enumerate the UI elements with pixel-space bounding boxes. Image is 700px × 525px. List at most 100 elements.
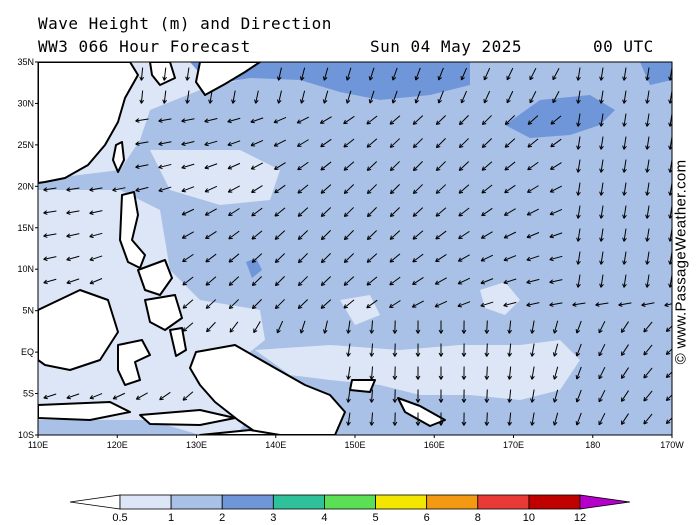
wave-arrow <box>274 276 285 287</box>
wave-arrow <box>576 228 581 242</box>
wave-arrow <box>572 302 586 307</box>
wave-arrow <box>530 412 535 426</box>
wave-arrow <box>227 117 241 124</box>
wave-arrow <box>368 90 375 104</box>
wave-arrow <box>66 210 80 215</box>
wave-arrow <box>435 161 446 172</box>
wave-arrow <box>595 302 609 307</box>
wave-arrow <box>527 138 539 148</box>
wave-arrow <box>204 163 218 170</box>
wave-arrow <box>89 278 103 285</box>
legend-label: 0.5 <box>112 512 127 524</box>
wave-arrow <box>182 322 194 332</box>
wave-arrow <box>368 67 375 81</box>
wave-arrow <box>182 299 194 309</box>
wave-arrow <box>480 301 494 308</box>
wave-zone-0-5-1m-equatorial <box>255 340 580 400</box>
wave-arrow <box>504 184 516 194</box>
wave-arrow <box>135 186 149 193</box>
wave-arrow <box>112 392 126 400</box>
land-japan <box>195 62 261 96</box>
land-visayas <box>137 259 173 296</box>
wave-arrow <box>414 67 421 81</box>
lat-label: 25N <box>17 140 34 150</box>
wave-arrow <box>507 412 513 426</box>
wave-arrow <box>481 138 493 148</box>
wave-arrow <box>643 321 653 333</box>
wave-arrow <box>643 344 653 356</box>
wave-arrow <box>253 321 261 334</box>
wave-arrow <box>297 253 308 264</box>
land-halmahera <box>169 327 187 357</box>
wave-arrow <box>89 187 103 192</box>
wave-arrow <box>481 161 493 171</box>
wave-arrow <box>438 343 444 357</box>
legend-swatch <box>426 494 479 510</box>
wave-arrow <box>529 90 537 104</box>
wave-arrow <box>158 118 172 123</box>
wave-arrow <box>135 164 149 169</box>
watermark: © www.PassageWeather.com <box>672 159 690 365</box>
wave-arrow <box>43 233 57 238</box>
wave-arrow <box>552 320 559 334</box>
wave-arrow <box>276 90 282 104</box>
wave-arrow <box>620 321 629 333</box>
lon-label: 180 <box>585 440 600 450</box>
wave-arrow <box>622 67 627 81</box>
wave-arrow <box>622 274 627 288</box>
wave-arrow <box>641 302 655 307</box>
wave-zone-2-3m-north <box>190 62 470 100</box>
wave-arrow <box>66 393 80 400</box>
wave-arrow <box>552 389 559 403</box>
wave-arrow <box>227 185 240 193</box>
wave-arrow <box>274 184 286 194</box>
wave-arrow <box>412 277 424 286</box>
wave-arrow <box>576 274 581 288</box>
wave-arrow <box>484 366 490 380</box>
legend-label: 2 <box>219 512 225 524</box>
wave-arrow <box>665 325 672 333</box>
wave-arrow <box>480 278 494 285</box>
wave-arrow <box>366 276 378 286</box>
wave-arrow <box>389 253 401 263</box>
wave-arrow <box>618 302 632 307</box>
wave-arrow <box>620 344 629 356</box>
legend-swatch <box>221 494 274 510</box>
wave-arrow <box>458 230 470 240</box>
wave-arrow <box>250 139 264 147</box>
wave-arrow <box>250 162 263 170</box>
wave-arrow <box>297 207 309 217</box>
wave-arrow <box>552 343 559 357</box>
wave-arrow <box>66 278 80 285</box>
wave-arrow <box>549 185 563 193</box>
wave-arrow <box>204 140 218 147</box>
wave-arrow <box>503 301 517 308</box>
wave-arrow <box>297 276 308 287</box>
wave-arrow <box>322 320 328 334</box>
chart-title: Wave Height (m) and Direction <box>38 14 332 33</box>
wave-arrow <box>415 366 421 380</box>
wave-arrow <box>369 389 375 403</box>
wave-arrow <box>112 187 126 192</box>
wave-arrow <box>366 253 378 263</box>
wave-arrow <box>162 67 167 81</box>
wave-arrow <box>503 278 517 285</box>
wave-arrow <box>205 231 217 240</box>
wave-arrow <box>369 366 375 380</box>
wave-arrow <box>181 163 195 170</box>
wave-arrow <box>552 366 559 380</box>
wave-arrow <box>273 117 287 124</box>
wave-arrow <box>599 136 604 150</box>
wave-arrow <box>158 186 172 193</box>
wave-arrow <box>415 389 421 403</box>
wave-arrow <box>458 115 469 126</box>
wave-arrow <box>504 115 516 125</box>
wave-arrow <box>415 320 421 334</box>
wave-arrow <box>549 302 563 307</box>
wave-arrow <box>576 251 581 265</box>
wave-arrow <box>185 67 190 81</box>
lat-label: 10S <box>18 430 34 440</box>
legend-swatch <box>375 494 428 510</box>
wave-arrow <box>369 320 375 334</box>
lat-label: 30N <box>17 98 34 108</box>
